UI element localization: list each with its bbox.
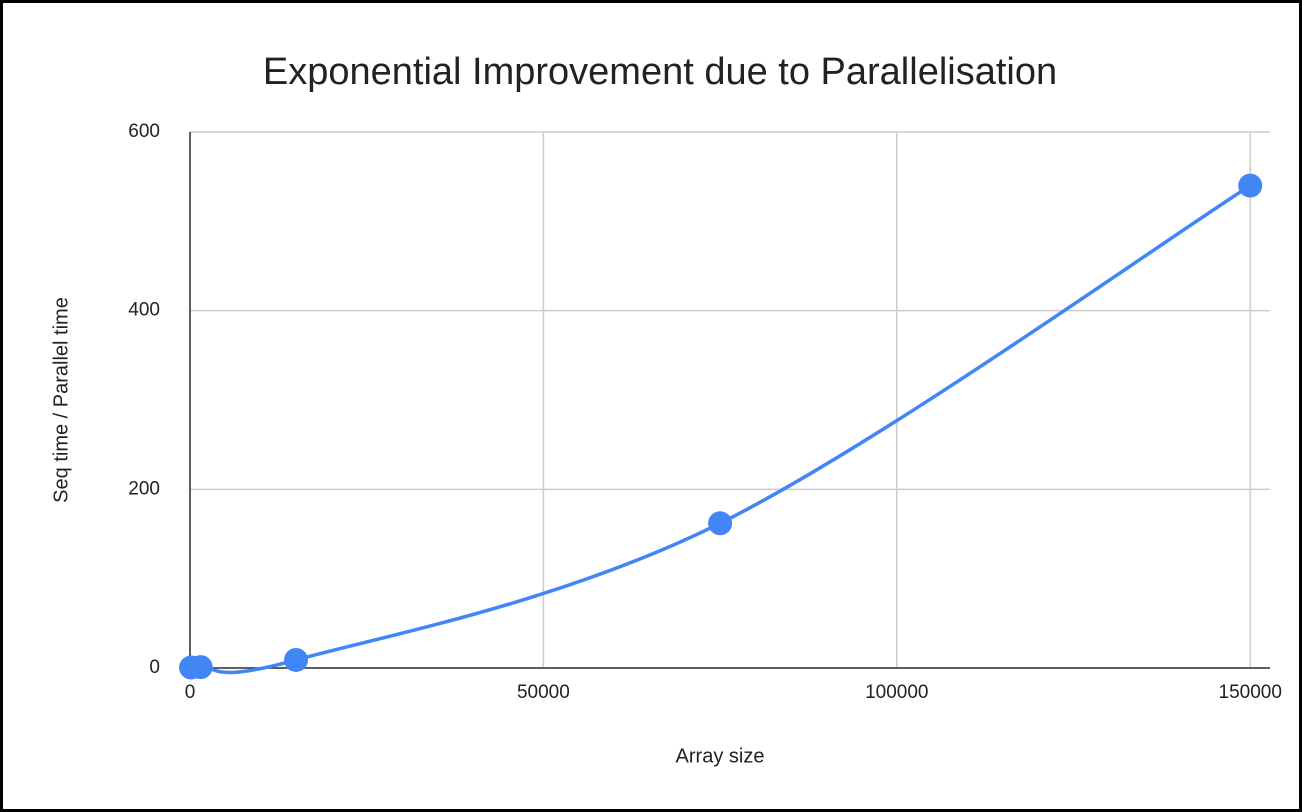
chart-title: Exponential Improvement due to Paralleli… — [263, 51, 1057, 93]
data-point — [284, 647, 309, 672]
y-tick-label: 0 — [149, 657, 160, 678]
data-point — [188, 655, 213, 680]
x-tick-label: 50000 — [517, 682, 570, 703]
y-tick-label: 400 — [128, 300, 160, 321]
data-point — [708, 511, 733, 536]
y-tick-label: 200 — [128, 478, 160, 499]
x-tick-label: 150000 — [1219, 682, 1282, 703]
x-tick-label: 0 — [185, 682, 196, 703]
y-axis-label: Seq time / Parallel time — [50, 297, 72, 503]
x-tick-label: 100000 — [865, 682, 928, 703]
y-tick-label: 600 — [128, 121, 160, 142]
x-axis-label: Array size — [676, 745, 765, 767]
data-point — [1238, 173, 1263, 198]
